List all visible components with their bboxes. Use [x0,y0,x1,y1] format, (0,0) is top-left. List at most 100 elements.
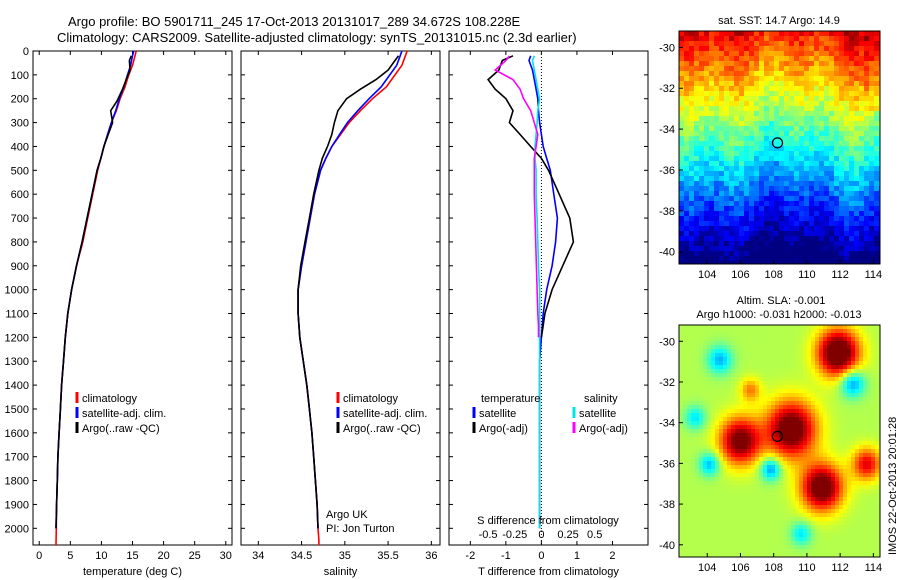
map-cell [863,537,868,542]
map-cell [847,501,852,506]
map-cell [849,51,855,57]
map-cell [843,389,848,394]
map-cell [759,111,765,117]
map-cell [784,166,790,172]
map-cell [807,501,812,506]
map-cell [684,211,690,217]
map-cell [719,206,725,212]
map-cell [731,421,736,426]
map-cell [695,345,700,350]
map-cell [775,425,780,430]
map-cell [739,433,744,438]
map-cell [869,256,875,262]
map-cell [827,357,832,362]
map-cell [723,541,728,546]
map-cell [703,365,708,370]
map-cell [791,389,796,394]
map-cell [755,329,760,334]
map-cell [703,445,708,450]
map-cell [874,216,880,222]
map-cell [719,156,725,162]
map-cell [807,401,812,406]
map-cell [714,251,720,257]
map-cell [764,81,770,87]
map-cell [804,136,810,142]
map-cell [751,461,756,466]
map-cell [739,453,744,458]
map-cell [869,211,875,217]
map-cell [844,91,850,97]
map-cell [743,485,748,490]
map-cell [863,493,868,498]
map-cell [749,226,755,232]
map-cell [835,497,840,502]
map-cell [795,341,800,346]
map-cell [863,497,868,502]
map-cell [784,71,790,77]
map-cell [834,171,840,177]
map-cell [799,337,804,342]
map-cell [687,517,692,522]
map-cell [803,513,808,518]
map-cell [739,425,744,430]
map-cell [755,485,760,490]
map-cell [847,513,852,518]
map-cell [847,537,852,542]
map-cell [744,221,750,227]
map-cell [727,377,732,382]
map-cell [807,533,812,538]
map-cell [839,141,845,147]
map-cell [755,513,760,518]
map-cell [751,357,756,362]
map-cell [863,445,868,450]
map-cell [719,377,724,382]
map-cell [795,485,800,490]
map-cell [723,505,728,510]
map-cell [811,405,816,410]
map-cell [714,246,720,252]
map-cell [699,401,704,406]
map-cell [839,81,845,87]
map-cell [829,91,835,97]
map-cell [783,377,788,382]
map-cell [851,517,856,522]
map-cell [703,533,708,538]
map-cell [755,453,760,458]
map-cell [859,457,864,462]
map-cell [707,329,712,334]
map-cell [711,481,716,486]
map-cell [874,161,880,167]
map-cell [727,469,732,474]
map-cell [854,251,860,257]
map-cell [703,549,708,554]
map-cell [707,353,712,358]
map-cell [743,501,748,506]
map-cell [749,91,755,97]
map-cell [747,553,752,557]
map-cell [679,553,684,557]
map-cell [739,141,745,147]
map-cell [763,425,768,430]
map-cell [814,101,820,107]
map-cell [814,156,820,162]
map-cell [815,353,820,358]
map-cell [855,385,860,390]
map-cell [734,31,740,37]
map-cell [814,216,820,222]
map-cell [729,136,735,142]
map-cell [689,101,695,107]
legend-title: salinity [584,393,618,405]
map-cell [744,146,750,152]
map-cell [823,385,828,390]
map-cell [775,513,780,518]
map-cell [735,553,740,557]
map-cell [734,186,740,192]
map-cell [834,146,840,152]
map-cell [779,121,785,127]
map-cell [779,86,785,92]
map-cell [739,156,745,162]
map-cell [803,533,808,538]
map-cell [767,397,772,402]
map-cell [819,469,824,474]
map-cell [774,116,780,122]
